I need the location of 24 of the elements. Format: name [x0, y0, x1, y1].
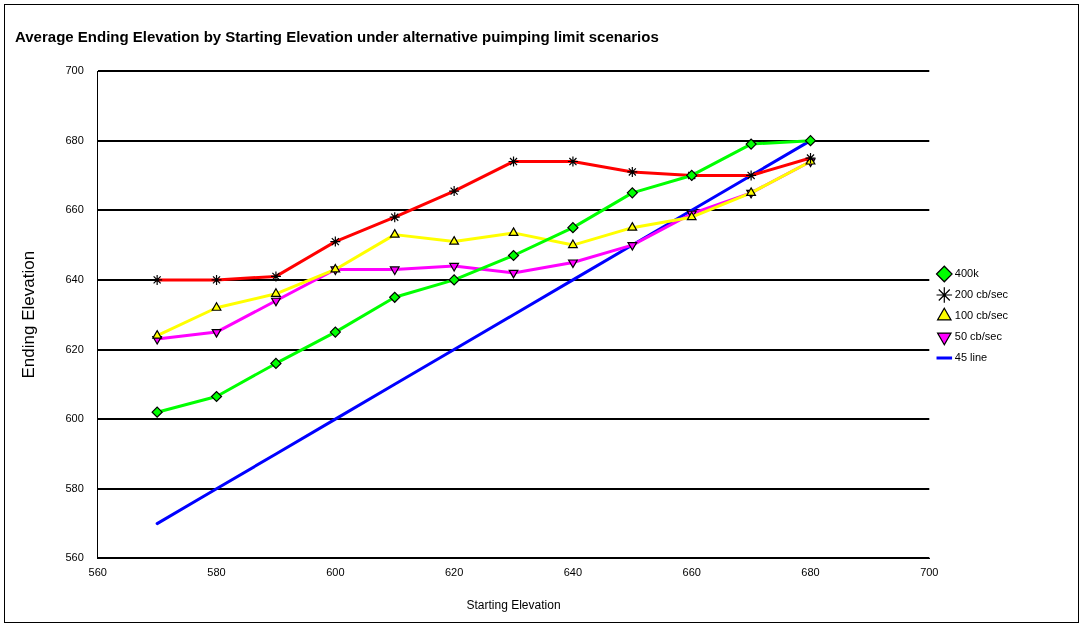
x-tick-label: 700 — [920, 566, 939, 579]
y-tick-label: 660 — [65, 203, 84, 216]
x-tick-label: 560 — [88, 566, 107, 579]
y-tick-label: 620 — [65, 342, 84, 355]
x-tick-label: 580 — [207, 566, 226, 579]
y-tick-label: 680 — [65, 133, 84, 146]
legend-label: 45 line — [954, 351, 988, 364]
y-axis-title: Ending Elevation — [18, 250, 38, 379]
x-tick-label: 640 — [563, 566, 583, 579]
y-tick-label: 600 — [65, 412, 84, 425]
y-tick-label: 560 — [65, 551, 84, 564]
x-tick-label: 600 — [326, 566, 345, 579]
y-tick-label: 640 — [65, 272, 84, 285]
y-tick-label: 580 — [65, 481, 84, 494]
x-tick-label: 620 — [444, 566, 464, 579]
x-axis-title: Starting Elevation — [466, 598, 561, 613]
y-tick-label: 700 — [65, 64, 84, 77]
legend-label: 100 cb/sec — [954, 309, 1009, 322]
legend-label: 400k — [954, 267, 980, 280]
x-tick-label: 660 — [682, 566, 701, 579]
x-tick-label: 680 — [801, 566, 820, 579]
chart-title: Average Ending Elevation by Starting Elevation under alternative puimping limit scenarios — [15, 28, 659, 46]
legend-label: 200 cb/sec — [954, 288, 1009, 301]
legend-label: 50 cb/sec — [954, 330, 1003, 343]
